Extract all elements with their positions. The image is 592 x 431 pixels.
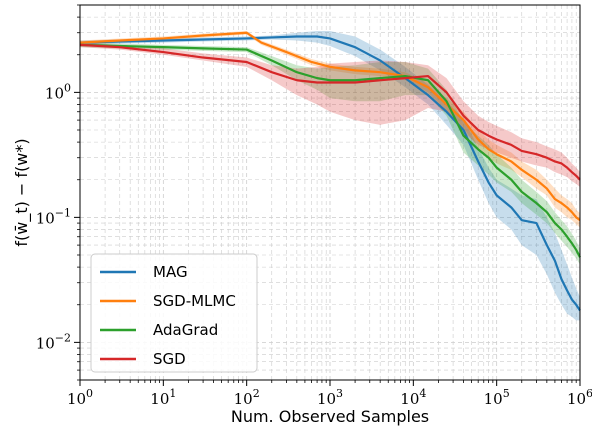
x-tick-label: 101: [150, 387, 176, 408]
y-axis-label: f(w̄_t) − f(w*): [12, 138, 32, 246]
series-lines: [79, 31, 581, 312]
band-sgd-mlmc: [80, 30, 580, 228]
x-tick-label: 102: [234, 387, 260, 408]
axis-ticks: 100 101 102 103 104 105 106 10−2 10−1 100: [36, 4, 592, 408]
band-adagrad: [80, 42, 580, 265]
x-axis-label: Num. Observed Samples: [231, 407, 429, 426]
x-tick-label: 105: [484, 387, 510, 408]
legend-label-mag: MAG: [153, 263, 188, 281]
band-mag: [80, 30, 580, 321]
band-sgd: [80, 42, 580, 187]
legend-label-adagrad: AdaGrad: [153, 321, 218, 339]
y-tick-label: 10−1: [36, 206, 71, 227]
x-tick-label: 100: [67, 387, 93, 408]
series-line-adagrad: [79, 43, 581, 258]
legend: MAG SGD-MLMC AdaGrad SGD: [90, 253, 258, 373]
confidence-bands: [80, 30, 580, 321]
y-tick-label: 100: [45, 81, 71, 102]
series-line-sgd: [79, 43, 581, 181]
legend-label-sgd-mlmc: SGD-MLMC: [153, 292, 236, 310]
series-line-sgd-mlmc: [79, 31, 581, 222]
legend-label-sgd: SGD: [153, 350, 186, 368]
x-tick-label: 104: [400, 387, 426, 408]
x-tick-label: 103: [317, 387, 343, 408]
y-tick-label: 10−2: [36, 331, 71, 352]
legend-box: [90, 253, 258, 373]
x-tick-label: 106: [567, 387, 592, 408]
